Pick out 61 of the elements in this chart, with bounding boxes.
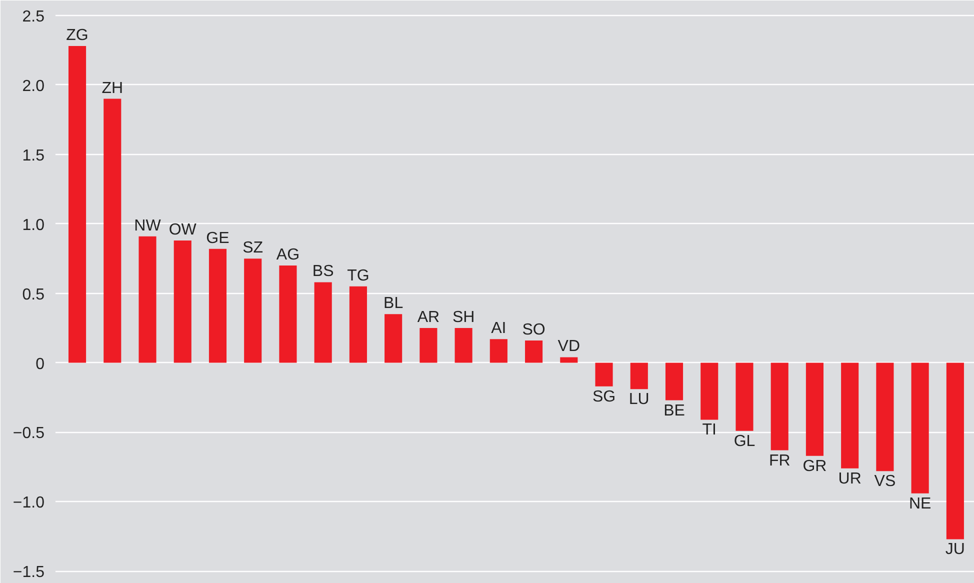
x-tick-label: GR bbox=[802, 458, 827, 475]
x-tick-label: BE bbox=[664, 402, 685, 420]
bar bbox=[665, 362, 684, 400]
x-tick-label: VD bbox=[558, 338, 580, 356]
x-tick-label: NW bbox=[134, 217, 162, 234]
y-tick-label: 1.5 bbox=[22, 147, 45, 164]
y-tick-label: −1.0 bbox=[12, 494, 45, 512]
y-tick-label: −0.5 bbox=[12, 425, 45, 442]
bar bbox=[420, 328, 438, 363]
x-tick-label: AG bbox=[276, 246, 300, 264]
bar bbox=[736, 362, 754, 431]
bar bbox=[174, 240, 192, 363]
y-tick-label: 0.5 bbox=[22, 286, 45, 304]
bar bbox=[876, 362, 894, 472]
bar bbox=[208, 248, 227, 363]
bar bbox=[525, 340, 543, 363]
bar bbox=[384, 314, 402, 363]
bar bbox=[314, 282, 332, 363]
x-tick-label: AI bbox=[491, 320, 506, 338]
bar bbox=[841, 362, 859, 468]
bar bbox=[244, 258, 262, 363]
bar bbox=[560, 357, 578, 363]
x-tick-label: FR bbox=[768, 452, 790, 470]
bar bbox=[104, 98, 122, 363]
x-tick-label: ZH bbox=[102, 80, 124, 97]
y-tick-label: 1.0 bbox=[22, 216, 45, 234]
bar bbox=[806, 362, 824, 456]
bar bbox=[490, 339, 508, 363]
bar bbox=[68, 46, 86, 363]
x-tick-label: JU bbox=[945, 541, 965, 558]
x-tick-label: BL bbox=[384, 295, 404, 312]
bar bbox=[349, 286, 367, 363]
y-tick-label: 0 bbox=[36, 356, 45, 373]
y-tick-label: 2.5 bbox=[22, 8, 45, 26]
x-tick-label: VS bbox=[874, 473, 896, 490]
x-tick-label: SZ bbox=[242, 240, 264, 257]
bar bbox=[454, 328, 472, 363]
x-tick-label: TG bbox=[347, 267, 370, 284]
x-tick-label: SO bbox=[522, 322, 546, 339]
bar bbox=[279, 266, 297, 363]
y-tick-label: 2.0 bbox=[22, 78, 45, 95]
bar bbox=[770, 362, 788, 450]
x-tick-label: SH bbox=[452, 309, 475, 326]
x-tick-label: NE bbox=[908, 495, 932, 512]
y-tick-label: −1.5 bbox=[12, 564, 45, 582]
x-tick-label: BS bbox=[312, 263, 334, 280]
x-tick-label: TI bbox=[702, 422, 716, 439]
x-tick-label: AR bbox=[417, 309, 440, 326]
bar bbox=[630, 362, 648, 390]
x-tick-label: LU bbox=[628, 391, 650, 408]
bar bbox=[138, 236, 156, 363]
x-tick-label: ZG bbox=[66, 27, 88, 44]
x-tick-label: SG bbox=[592, 388, 616, 406]
bar bbox=[595, 362, 613, 386]
bar bbox=[946, 362, 964, 540]
x-tick-label: UR bbox=[838, 470, 862, 488]
bar bbox=[911, 362, 929, 494]
x-tick-label: OW bbox=[168, 222, 198, 239]
x-tick-label: GL bbox=[734, 432, 756, 450]
bar bbox=[700, 362, 718, 420]
x-tick-label: GE bbox=[206, 230, 230, 247]
